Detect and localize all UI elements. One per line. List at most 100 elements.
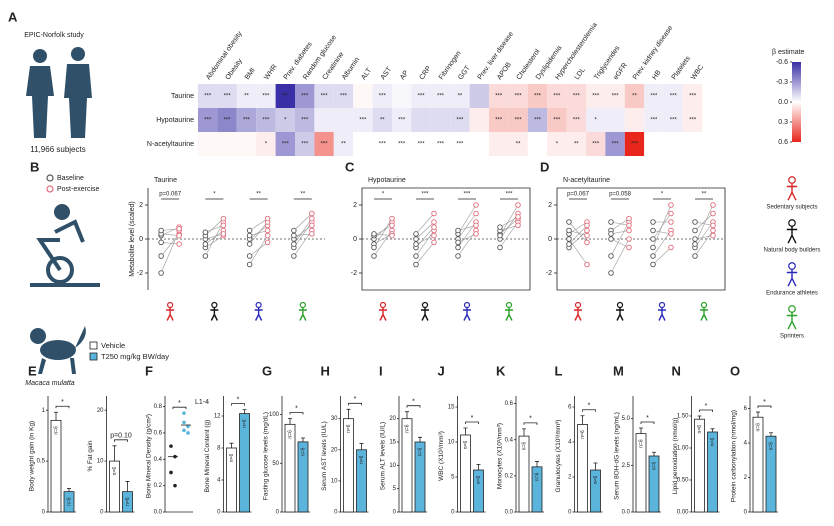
baseline-point bbox=[158, 270, 164, 276]
pair-line bbox=[415, 235, 435, 245]
significance: *** bbox=[224, 94, 232, 100]
sig-bracket bbox=[640, 421, 655, 424]
y-tick-label: 0 bbox=[100, 510, 104, 516]
y-axis-label: Serum ALT levels (IU/L) bbox=[380, 422, 387, 490]
significance: *** bbox=[573, 94, 581, 100]
significance: *** bbox=[437, 142, 445, 148]
colorbar bbox=[792, 62, 801, 142]
significance: * bbox=[595, 118, 598, 124]
subject-icon bbox=[463, 301, 471, 309]
significance: *** bbox=[379, 142, 387, 148]
subject-icon bbox=[255, 301, 262, 309]
colorbar-tick-label: 0.6 bbox=[778, 139, 788, 146]
y-axis-label: Protein carbonylation (nmol/mg) bbox=[731, 410, 738, 502]
n-label: n=6 bbox=[476, 476, 482, 485]
baseline-point bbox=[158, 239, 164, 246]
baseline-point bbox=[202, 229, 209, 235]
post-point bbox=[710, 232, 716, 239]
axis bbox=[361, 187, 531, 291]
error-bar bbox=[67, 488, 71, 492]
post-point bbox=[176, 232, 182, 239]
heatmap-cell bbox=[586, 84, 606, 108]
error-bar bbox=[697, 415, 702, 420]
sig-bracket bbox=[406, 405, 421, 408]
n-label: n=6 bbox=[346, 424, 352, 433]
n-label: n=6 bbox=[755, 423, 761, 432]
sig-bracket bbox=[523, 422, 538, 425]
post-point bbox=[668, 219, 674, 225]
pair-line bbox=[499, 225, 519, 231]
baseline-point bbox=[692, 253, 698, 259]
point bbox=[182, 411, 186, 415]
y-axis-label: Bone Mineral Density (g/cm²) bbox=[146, 414, 153, 498]
y-tick-label: -2 bbox=[546, 270, 552, 277]
heatmap-cell bbox=[275, 108, 295, 132]
column-label: WHR bbox=[263, 63, 278, 81]
significance: *** bbox=[553, 94, 561, 100]
heatmap-cell bbox=[450, 108, 470, 132]
subject-icon bbox=[786, 312, 798, 330]
heatmap-cell bbox=[353, 84, 373, 108]
heatmap-cell bbox=[489, 132, 509, 156]
error-bar bbox=[359, 443, 364, 450]
row-label: Taurine bbox=[171, 93, 194, 100]
legend-label: T250 mg/kg BW/day bbox=[101, 352, 169, 361]
heatmap-cell bbox=[236, 132, 257, 156]
error-bar bbox=[112, 445, 117, 462]
significance: *** bbox=[631, 142, 639, 148]
point bbox=[186, 424, 190, 429]
post-point bbox=[584, 239, 590, 246]
subject-label: Sprinters bbox=[780, 334, 804, 340]
panel-title: N-acetyltaurine bbox=[563, 177, 610, 184]
y-tick-label: 0 bbox=[353, 236, 357, 243]
significance: *** bbox=[456, 142, 464, 148]
baseline-point bbox=[608, 236, 614, 242]
point bbox=[169, 444, 173, 448]
n-label: n=6 bbox=[229, 454, 235, 463]
monkey-icon bbox=[30, 326, 86, 374]
baseline-point bbox=[692, 227, 698, 234]
panel-label: G bbox=[262, 363, 272, 378]
pair-line bbox=[373, 218, 393, 248]
heatmap-cell bbox=[411, 84, 431, 108]
pair-line bbox=[499, 218, 519, 235]
subject-icon bbox=[700, 307, 708, 321]
error-bar bbox=[652, 451, 656, 456]
sig-label: * bbox=[412, 399, 415, 406]
sig-bracket bbox=[465, 421, 479, 424]
post-point bbox=[431, 224, 437, 230]
heatmap-cell bbox=[663, 132, 683, 156]
post-point bbox=[220, 231, 227, 237]
y-axis-label: Monocytes (X10³/mm³) bbox=[497, 423, 504, 489]
heatmap-cell bbox=[469, 108, 489, 132]
significance: ** bbox=[458, 94, 463, 100]
baseline-point bbox=[455, 253, 461, 259]
baseline-point bbox=[413, 236, 419, 242]
heatmap-cell bbox=[353, 132, 373, 156]
baseline-point bbox=[371, 231, 377, 237]
baseline-point bbox=[246, 232, 253, 239]
sig-bracket bbox=[699, 409, 713, 412]
study-subjects: 11,966 subjects bbox=[30, 145, 85, 154]
heatmap-cell bbox=[586, 132, 606, 156]
significance: *** bbox=[321, 142, 329, 148]
n-label: n=6 bbox=[521, 442, 527, 451]
pair-line bbox=[457, 225, 477, 231]
significance: ** bbox=[574, 142, 579, 148]
y-tick-label: 0.0 bbox=[154, 510, 163, 516]
n-label: n=6 bbox=[593, 476, 599, 485]
significance: *** bbox=[689, 94, 697, 100]
pair-line bbox=[610, 218, 630, 231]
panel-label: D bbox=[540, 159, 549, 174]
heatmap-cell bbox=[469, 84, 489, 108]
column-label: Prev. kidney disease bbox=[632, 25, 675, 82]
y-axis-label: Fasting glucose levels (mg/dL) bbox=[263, 412, 270, 500]
error-bar bbox=[242, 409, 247, 414]
baseline-point bbox=[246, 261, 253, 268]
panel-title: Hypotaurine bbox=[368, 177, 406, 184]
pair-line bbox=[499, 216, 519, 228]
heatmap-cell bbox=[605, 132, 625, 156]
heatmap-cell bbox=[372, 108, 392, 132]
y-tick-label: 12 bbox=[214, 414, 221, 420]
